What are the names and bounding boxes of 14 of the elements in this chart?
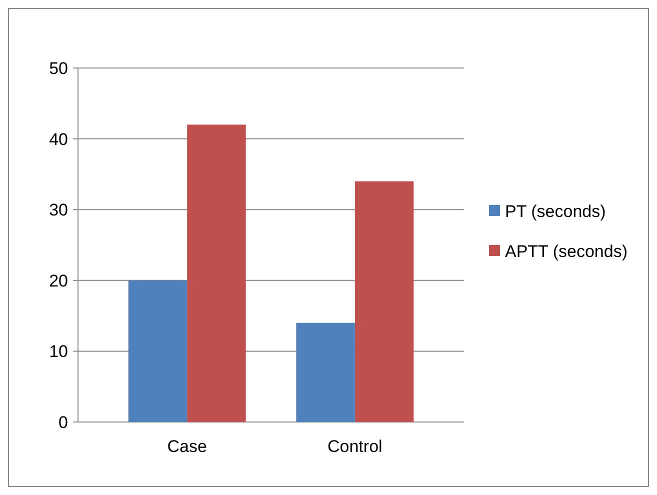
y-tick-label: 30: [49, 200, 68, 220]
bar: [354, 181, 414, 422]
bar: [128, 280, 188, 422]
y-tick-label: 20: [49, 271, 68, 290]
y-tick-label: 40: [49, 130, 68, 149]
y-tick-label: 0: [58, 412, 68, 432]
bar: [187, 124, 246, 422]
bar: [296, 322, 355, 422]
x-tick-label: Case: [167, 437, 207, 456]
y-tick-label: 50: [49, 58, 68, 78]
legend-label: PT (seconds): [505, 202, 606, 221]
y-tick-label: 10: [49, 342, 68, 362]
legend-label: APTT (seconds): [505, 242, 628, 261]
x-tick-label: Control: [328, 437, 382, 456]
